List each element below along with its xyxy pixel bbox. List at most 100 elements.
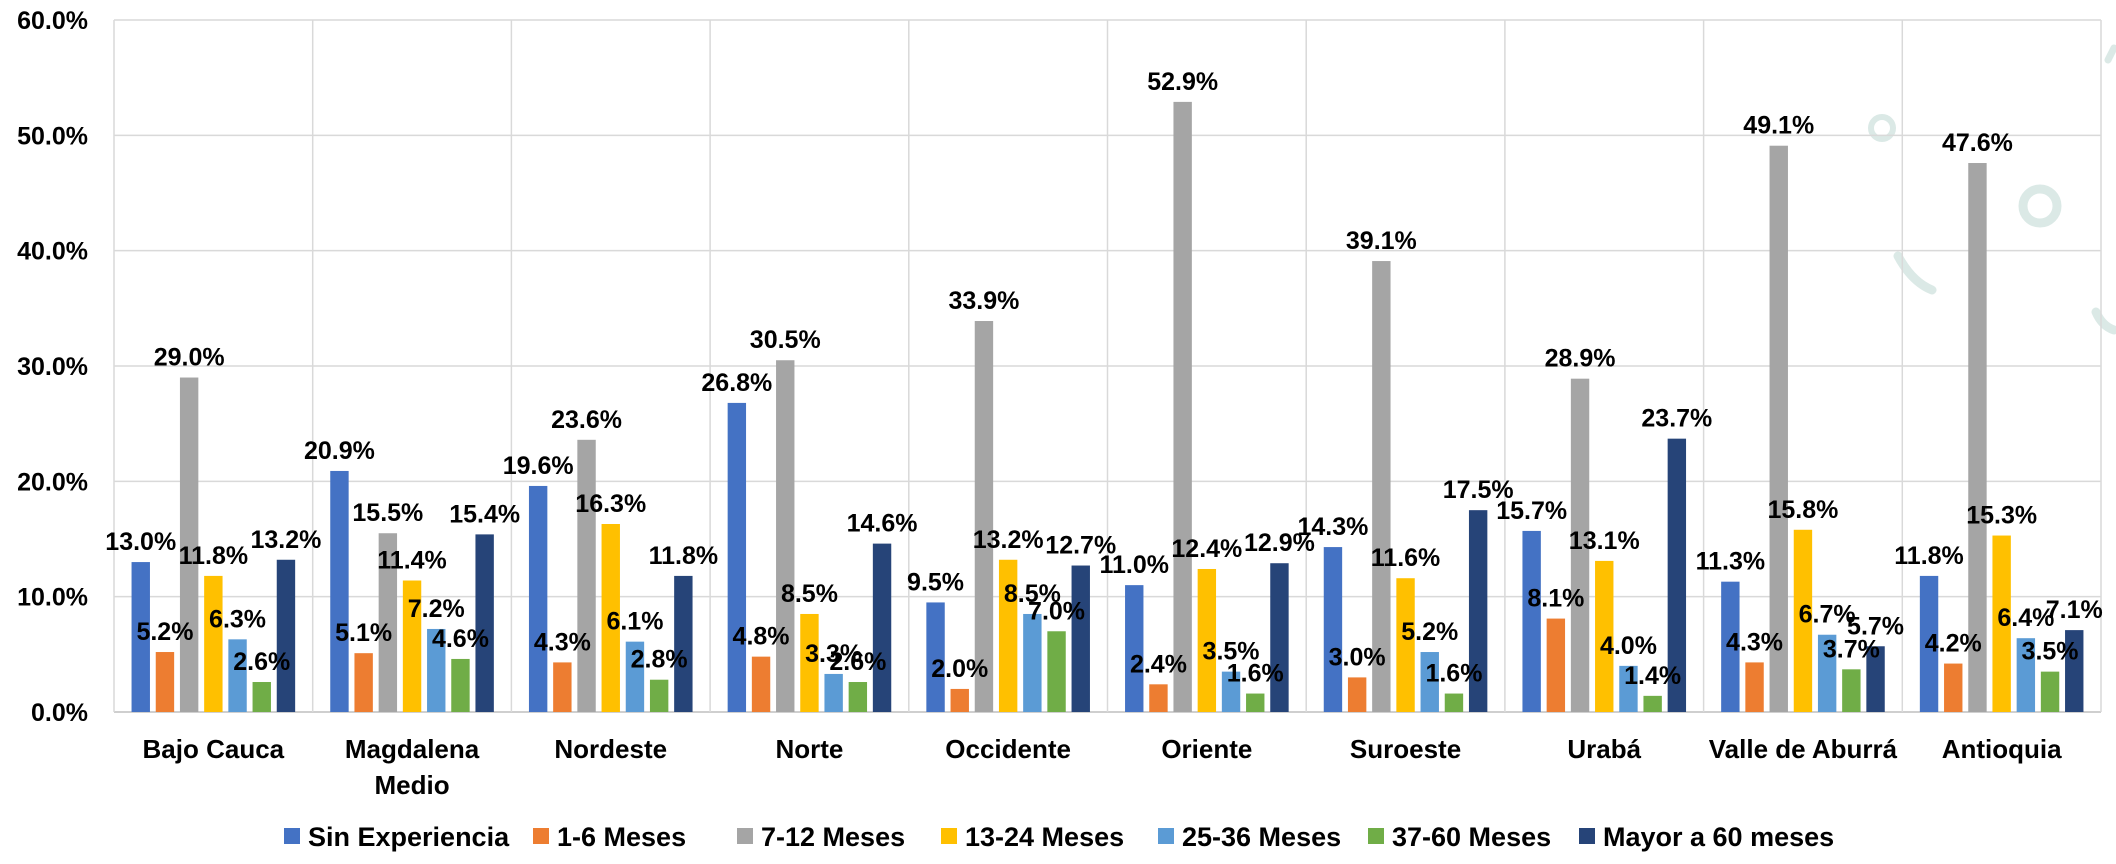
bar: [252, 682, 271, 712]
data-label: 52.9%: [1147, 68, 1218, 96]
bar: [1347, 677, 1367, 712]
legend-swatch: [737, 828, 753, 844]
data-label: 11.8%: [1894, 542, 1964, 570]
bar: [1197, 568, 1217, 712]
data-label: 7.0%: [1028, 597, 1085, 625]
bar: [1793, 529, 1813, 712]
data-label: 6.1%: [606, 608, 663, 636]
data-label: 4.0%: [1600, 632, 1657, 660]
bar: [1595, 560, 1614, 712]
category-label: Urabá: [1567, 734, 1641, 764]
legend-label: 37-60 Meses: [1392, 822, 1551, 852]
bar: [427, 628, 446, 712]
bar: [824, 673, 843, 712]
bar: [1944, 663, 1963, 712]
category-label: Bajo Cauca: [143, 734, 285, 764]
data-label: 16.3%: [575, 490, 646, 518]
bar: [228, 639, 247, 712]
data-label: 49.1%: [1743, 112, 1814, 140]
bar: [131, 562, 150, 712]
data-label: 3.5%: [2022, 638, 2079, 666]
bar: [1866, 646, 1885, 712]
y-tick-label: 10.0%: [17, 584, 88, 612]
data-label: 5.7%: [1847, 612, 1904, 640]
data-label: 11.8%: [649, 542, 719, 570]
bar: [1570, 378, 1590, 712]
bar: [625, 641, 645, 712]
data-label: 15.5%: [352, 499, 423, 527]
category-label: Magdalena: [345, 734, 480, 764]
data-label: 6.4%: [1997, 604, 2054, 632]
category-label: Valle de Aburrá: [1709, 734, 1898, 764]
bar: [276, 559, 296, 712]
bar: [2040, 671, 2060, 712]
decoration-circles: [1868, 44, 2116, 335]
data-label: 2.4%: [1130, 650, 1187, 678]
category-label: Norte: [775, 734, 843, 764]
bar: [451, 658, 470, 712]
data-labels: 13.0%20.9%19.6%26.8%9.5%11.0%14.3%15.7%1…: [105, 68, 2102, 690]
category-label: Nordeste: [554, 734, 667, 764]
bar: [848, 682, 868, 712]
data-label: 15.7%: [1496, 497, 1567, 525]
bar: [1992, 535, 2011, 712]
legend-swatch: [1368, 828, 1384, 844]
bar: [1047, 631, 1066, 712]
data-label: 4.6%: [432, 625, 489, 653]
category-label: Antioquia: [1942, 734, 2062, 764]
data-label: 29.0%: [154, 344, 225, 372]
bar: [1968, 163, 1987, 713]
data-label: 5.1%: [335, 619, 392, 647]
legend-label: 25-36 Meses: [1182, 822, 1341, 852]
data-label: 11.0%: [1099, 551, 1169, 579]
bar: [179, 377, 199, 712]
data-label: 2.6%: [829, 648, 886, 676]
bar: [1619, 665, 1638, 712]
data-label: 3.5%: [1203, 638, 1260, 666]
data-label: 8.5%: [1004, 580, 1061, 608]
y-tick-label: 60.0%: [17, 7, 88, 35]
data-label: 11.8%: [179, 542, 249, 570]
data-label: 3.3%: [805, 640, 862, 668]
data-label: 1.4%: [1624, 662, 1681, 690]
data-label: 15.3%: [1966, 502, 2037, 530]
legend-label: 13-24 Meses: [965, 822, 1124, 852]
bar: [1323, 547, 1343, 712]
bar: [1522, 530, 1541, 712]
bar: [1396, 578, 1415, 712]
data-label: 13.2%: [973, 526, 1044, 554]
data-label: 4.8%: [733, 623, 790, 651]
data-label: 5.2%: [136, 618, 193, 646]
data-label: 8.5%: [781, 580, 838, 608]
bar: [1372, 261, 1391, 712]
bar: [1769, 145, 1788, 713]
deco-ring: [2018, 184, 2062, 228]
data-label: 11.4%: [377, 547, 447, 575]
legend-label: 7-12 Meses: [761, 822, 905, 852]
bar: [475, 534, 494, 712]
y-tick-label: 20.0%: [17, 468, 88, 496]
bar: [601, 524, 620, 712]
bar: [553, 662, 572, 712]
data-label: 20.9%: [304, 437, 375, 465]
bar: [1468, 510, 1488, 712]
bar: [974, 321, 994, 712]
bar: [402, 580, 422, 712]
data-label: 12.7%: [1045, 532, 1116, 560]
legend-swatch: [284, 828, 300, 844]
data-label: 19.6%: [503, 452, 574, 480]
data-label: 30.5%: [750, 326, 821, 354]
bar: [751, 656, 771, 712]
data-label: 7.1%: [2046, 596, 2103, 624]
category-label: Medio: [374, 770, 449, 800]
data-label: 3.0%: [1329, 643, 1386, 671]
data-label: 12.9%: [1244, 529, 1315, 557]
bar: [950, 688, 969, 712]
bar: [155, 652, 175, 712]
bar: [1071, 565, 1090, 712]
bar: [1546, 618, 1566, 712]
bar: [1246, 693, 1265, 712]
bar: [926, 602, 945, 712]
data-label: 11.3%: [1696, 548, 1766, 576]
legend-swatch: [941, 828, 957, 844]
